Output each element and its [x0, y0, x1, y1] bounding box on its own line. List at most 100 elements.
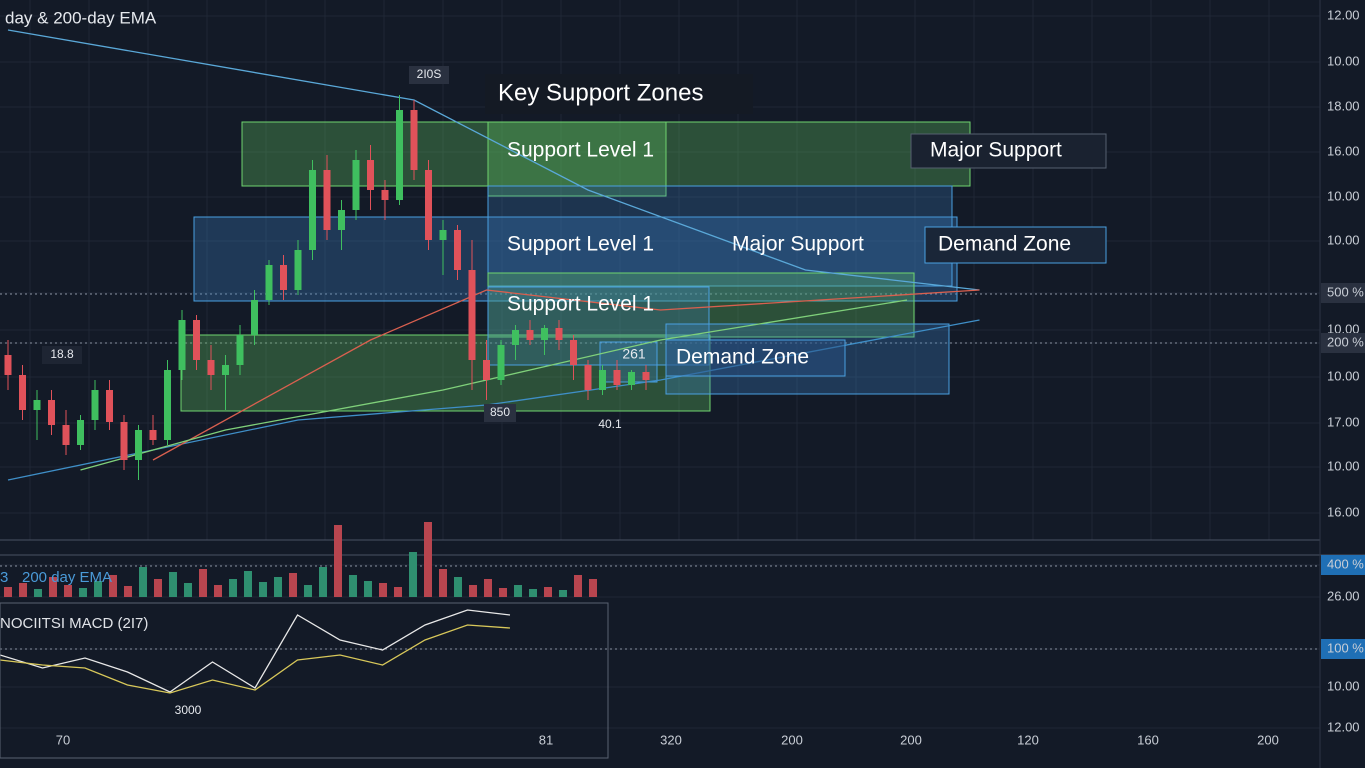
candle-body	[628, 372, 635, 385]
candle-body	[642, 372, 650, 380]
zone-label: Support Level 1	[507, 139, 654, 162]
y-tick-label: 10.00	[1327, 458, 1360, 473]
y-tick-label: 10.00	[1327, 368, 1360, 383]
price-label: 18.8	[50, 347, 74, 361]
volume-bar	[589, 579, 597, 597]
ema-line	[7, 29, 980, 291]
volume-bar	[469, 585, 477, 597]
y-tick-label: 26.00	[1327, 588, 1360, 603]
volume-bar	[529, 589, 537, 597]
x-tick-label: 120	[1017, 732, 1039, 747]
candle-body	[33, 400, 41, 410]
y-tick-label: 400 %	[1327, 556, 1364, 571]
panel-marker: 3000	[175, 703, 202, 717]
volume-bar	[439, 569, 447, 597]
candle-body	[135, 430, 142, 460]
candle-body	[222, 365, 229, 375]
volume-bar	[34, 589, 42, 597]
price-label: 261	[622, 346, 646, 362]
panel-label: NOCIITSI MACD (2I7)	[0, 615, 148, 632]
volume-bar	[409, 552, 417, 597]
candle-body	[454, 230, 461, 270]
volume-bar	[574, 575, 582, 597]
candle-body	[236, 335, 244, 365]
axis-badge	[1321, 333, 1365, 353]
ema-line	[152, 289, 980, 461]
x-tick-label: 200	[1257, 732, 1279, 747]
volume-bar	[199, 569, 207, 597]
volume-bar	[79, 588, 87, 597]
y-tick-label: 10.00	[1327, 321, 1360, 336]
x-tick-label: 200	[781, 732, 803, 747]
zone-label: Support Level 1	[507, 293, 654, 316]
zone-label: Major Support	[732, 233, 864, 256]
x-tick-label: 200	[900, 732, 922, 747]
label-box	[409, 66, 449, 84]
candle-body	[149, 430, 157, 440]
panel-label: 200 day EMA	[22, 569, 112, 586]
candle-body	[77, 420, 84, 445]
volume-bar	[454, 577, 462, 597]
label-box	[485, 74, 753, 114]
axis-badge	[1321, 639, 1365, 659]
candle-body	[396, 110, 403, 200]
candle-body	[526, 330, 534, 340]
y-tick-label: 10.00	[1327, 678, 1360, 693]
y-tick-label: 18.00	[1327, 98, 1360, 113]
volume-bar	[499, 588, 507, 597]
y-tick-label: 16.00	[1327, 143, 1360, 158]
marks	[0, 29, 980, 694]
chart-title: day & 200-day EMA	[5, 8, 157, 27]
zone-label: Support Level 1	[507, 233, 654, 256]
volume-bar	[484, 579, 492, 597]
y-tick-label: 500 %	[1327, 284, 1364, 299]
candle-body	[294, 250, 302, 290]
candle-body	[251, 300, 258, 335]
y-tick-label: 12.00	[1327, 719, 1360, 734]
candle-body	[439, 230, 447, 240]
y-tick-label: 12.00	[1327, 7, 1360, 22]
volume-bar	[349, 575, 357, 597]
candle-body	[62, 425, 70, 445]
price-label: 850	[490, 405, 510, 419]
label-box	[924, 226, 1107, 264]
candle-body	[48, 400, 55, 425]
y-tick-label: 100 %	[1327, 640, 1364, 655]
volume-bar	[64, 585, 72, 597]
volume-bar	[154, 579, 162, 597]
macd-line	[0, 609, 511, 693]
ema-line	[80, 299, 908, 471]
volume-bar	[229, 579, 237, 597]
candle-body	[19, 375, 26, 410]
volume-bar	[184, 583, 192, 597]
zone-title: Key Support Zones	[498, 79, 703, 106]
volume-bar	[544, 587, 552, 597]
volume-bar	[379, 583, 387, 597]
volume-bar	[124, 586, 132, 597]
candle-body	[512, 330, 519, 345]
candle-body	[541, 328, 548, 340]
volume-bar	[334, 525, 342, 597]
candle-body	[120, 422, 128, 460]
x-tick-label: 160	[1137, 732, 1159, 747]
candle-body	[410, 110, 418, 170]
axis-badge	[1321, 283, 1365, 303]
candle-body	[207, 360, 215, 375]
axis-badge	[1321, 555, 1365, 575]
panel-label: 3	[0, 569, 8, 586]
volume-bar	[289, 573, 297, 597]
volume-bar	[244, 571, 252, 597]
candle-body	[468, 270, 476, 360]
candle-body	[280, 265, 287, 290]
label-box	[42, 346, 82, 364]
zone-label: Demand Zone	[938, 233, 1071, 256]
price-label: 2I0S	[417, 67, 442, 81]
candle-body	[367, 160, 374, 190]
price-label: 40.1	[598, 417, 622, 431]
volume-bar	[364, 581, 372, 597]
volume-bar	[109, 575, 117, 597]
volume-bar	[4, 587, 12, 597]
macd-panel	[0, 602, 609, 759]
